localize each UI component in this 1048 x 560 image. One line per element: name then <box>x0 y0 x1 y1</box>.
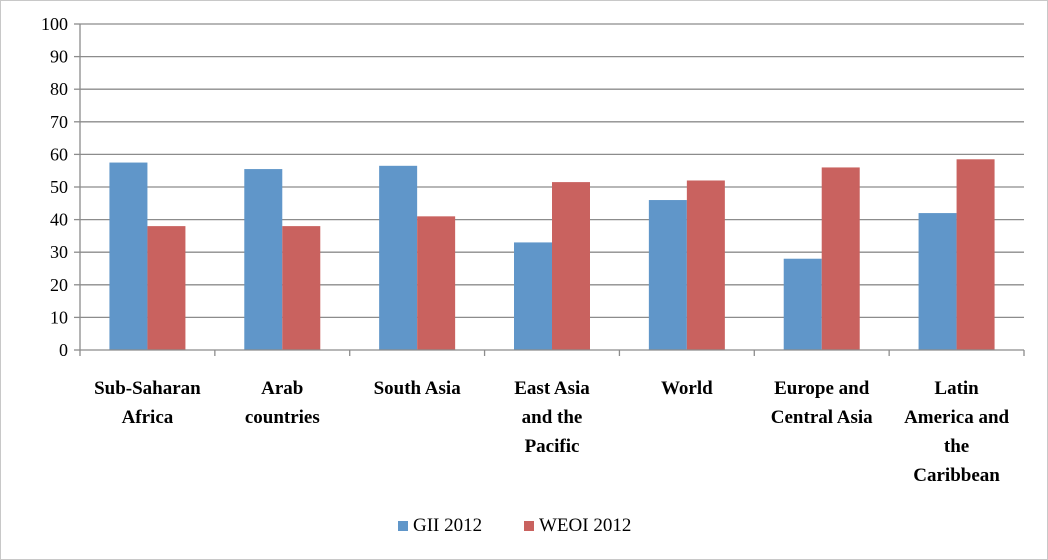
bars <box>109 159 995 350</box>
grid-lines <box>80 23 1024 319</box>
y-tick-label: 0 <box>59 340 68 360</box>
y-tick-label: 90 <box>50 47 68 67</box>
category-label: Latin America and the Caribbean <box>904 378 1009 486</box>
y-tick-label: 80 <box>50 79 68 99</box>
bar-gii-2012 <box>109 162 148 350</box>
category-label: Europe and Central Asia <box>771 378 873 428</box>
bar-gii-2012 <box>514 242 552 350</box>
legend-label: GII 2012 <box>413 515 482 536</box>
bar-weoi-2012 <box>686 180 725 350</box>
bar-weoi-2012 <box>552 182 590 350</box>
bar-weoi-2012 <box>417 216 456 350</box>
y-tick-label: 40 <box>50 210 68 230</box>
y-tick-label: 30 <box>50 242 68 262</box>
y-tick-label: 60 <box>50 144 68 164</box>
bar-weoi-2012 <box>282 226 321 350</box>
y-tick-label: 10 <box>50 307 68 327</box>
y-axis-ticks: 0 10 20 30 40 50 60 70 80 90 100 <box>41 14 80 360</box>
bar-weoi-2012 <box>821 167 860 350</box>
legend-swatch <box>524 521 534 531</box>
legend-swatch <box>398 521 408 531</box>
y-tick-label: 70 <box>50 112 68 132</box>
bar-gii-2012 <box>648 200 687 350</box>
bar-weoi-2012 <box>147 226 186 350</box>
category-label: Arab countries <box>245 378 320 428</box>
bar-gii-2012 <box>379 165 418 350</box>
category-label: World <box>661 378 713 399</box>
category-label: East Asia and the Pacific <box>514 378 590 457</box>
axes <box>79 24 1025 356</box>
category-label: Sub-Saharan Africa <box>94 378 201 428</box>
y-tick-label: 100 <box>41 14 68 34</box>
legend-label: WEOI 2012 <box>539 515 631 536</box>
category-labels: Sub-Saharan Africa Arab countries South Asia… <box>94 378 1009 486</box>
bar-gii-2012 <box>783 258 822 350</box>
y-tick-label: 50 <box>50 177 68 197</box>
legend: GII 2012 WEOI 2012 <box>398 515 631 536</box>
bar-gii-2012 <box>918 213 957 350</box>
bar-weoi-2012 <box>956 159 995 350</box>
category-label: South Asia <box>374 378 462 399</box>
y-tick-label: 20 <box>50 275 68 295</box>
bar-gii-2012 <box>244 169 283 350</box>
